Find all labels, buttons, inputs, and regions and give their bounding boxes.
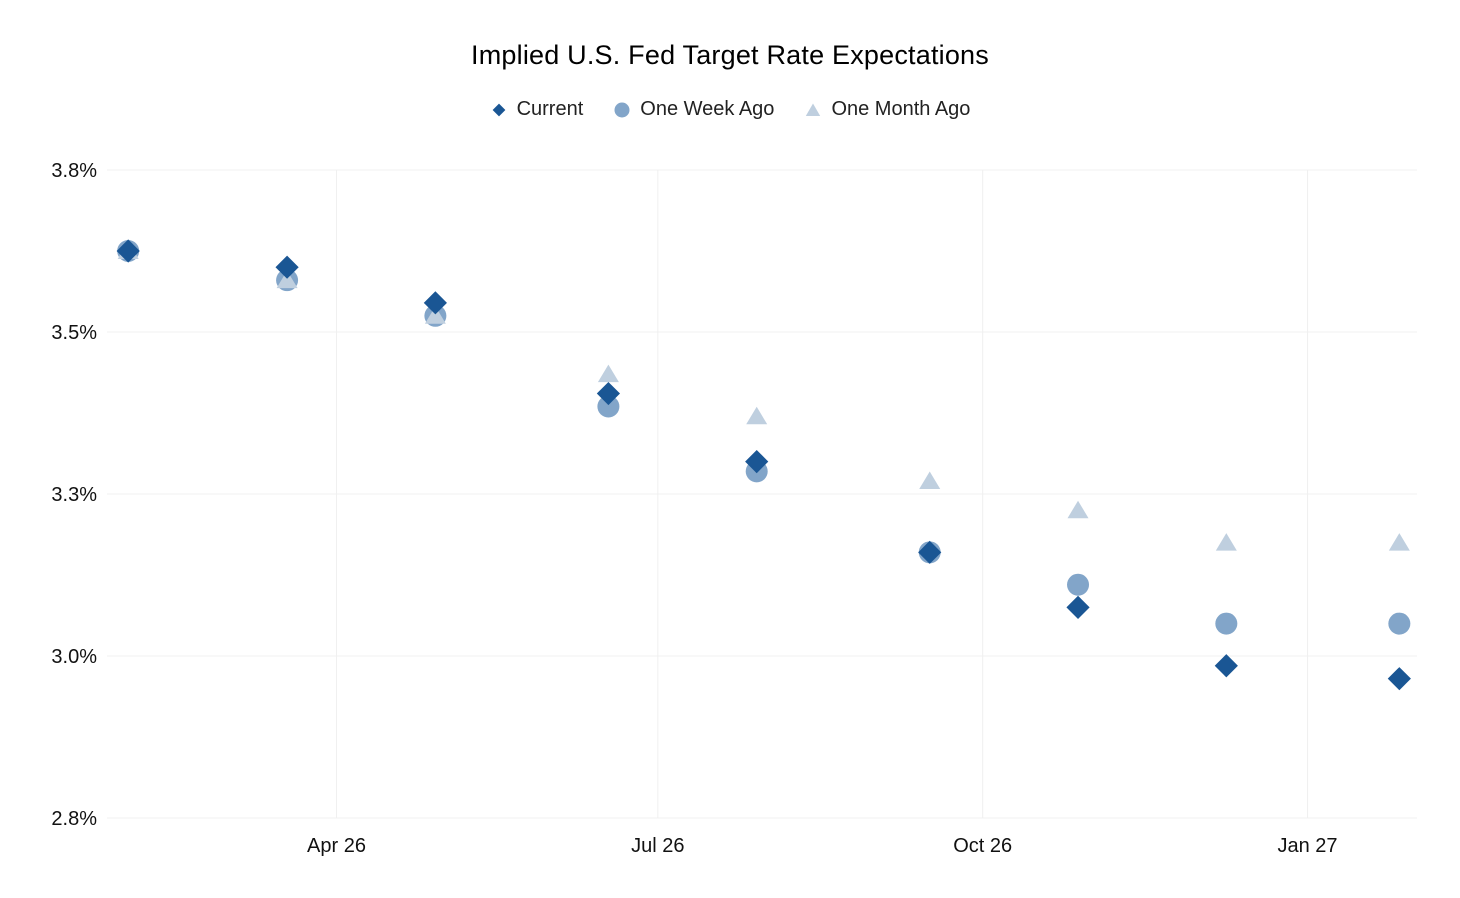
marker-one-month-ago xyxy=(919,471,941,490)
marker-one-month-ago xyxy=(276,270,298,289)
legend-label-current: Current xyxy=(516,98,584,120)
legend-item-one-week-ago[interactable]: One Week Ago xyxy=(613,98,774,121)
marker-current xyxy=(745,450,769,474)
y-axis-tick-label: 2.8% xyxy=(51,808,97,830)
diamond-icon xyxy=(492,103,505,116)
circle-icon xyxy=(614,102,630,117)
x-axis-tick-label: Oct 26 xyxy=(953,835,1012,857)
marker-current xyxy=(1387,667,1411,691)
x-axis-tick-label: Apr 26 xyxy=(307,835,366,857)
marker-current xyxy=(275,255,299,279)
marker-one-month-ago xyxy=(1215,533,1237,551)
legend-item-one-month-ago[interactable]: One Month Ago xyxy=(804,98,970,121)
legend-label-one-month-ago: One Month Ago xyxy=(831,98,971,120)
marker-one-month-ago xyxy=(746,406,768,425)
x-axis-tick-label: Jan 27 xyxy=(1278,835,1338,857)
marker-current xyxy=(1214,654,1238,678)
y-axis-tick-label: 3.5% xyxy=(51,322,97,344)
triangle-icon xyxy=(806,103,821,116)
legend-item-current[interactable]: Current xyxy=(490,98,584,121)
marker-one-week-ago xyxy=(1067,573,1090,596)
chart-legend: Current One Week Ago One Month Ago xyxy=(0,98,1460,121)
y-axis-tick-label: 3.3% xyxy=(51,484,97,506)
marker-current xyxy=(918,540,942,564)
marker-one-month-ago xyxy=(597,364,619,383)
y-axis-tick-label: 3.0% xyxy=(51,646,97,668)
marker-one-week-ago xyxy=(1215,612,1238,635)
marker-one-month-ago xyxy=(424,306,446,324)
y-axis-tick-label: 3.8% xyxy=(51,160,97,182)
marker-one-month-ago xyxy=(1067,500,1089,519)
legend-label-one-week-ago: One Week Ago xyxy=(640,98,775,120)
marker-current xyxy=(596,381,620,406)
x-axis-tick-label: Jul 26 xyxy=(631,835,684,857)
marker-one-month-ago xyxy=(1388,533,1410,551)
chart-title: Implied U.S. Fed Target Rate Expectation… xyxy=(471,40,989,70)
marker-current xyxy=(1066,595,1090,619)
marker-one-week-ago xyxy=(597,395,620,418)
marker-current xyxy=(423,291,447,315)
marker-one-week-ago xyxy=(1388,612,1411,635)
marker-current xyxy=(116,239,140,263)
